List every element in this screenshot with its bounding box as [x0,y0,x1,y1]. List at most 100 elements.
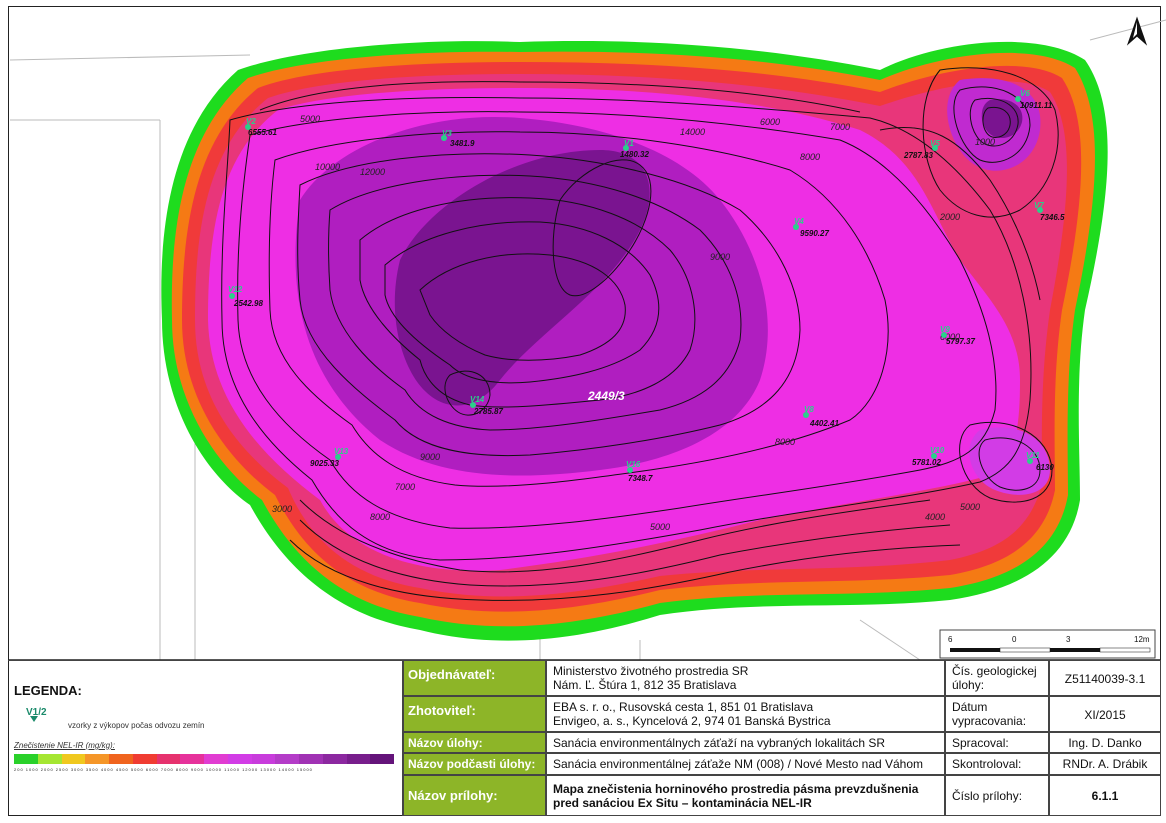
contour-label: 8000 [775,437,795,447]
value-cislo-prilohy: 6.1.1 [1049,775,1161,816]
key-datum: Dátum vypracovania: [945,696,1049,732]
svg-text:6555.61: 6555.61 [248,128,277,137]
ramp-swatch [227,754,252,764]
ramp-swatch [204,754,228,764]
legend-symbol-text: vzorky z výkopov počas odvozu zemín [68,721,205,730]
sample-point: V16 7348.7 [626,460,653,483]
sample-point: V2 6555.61 [245,117,277,137]
contour-label: 8000 [370,512,390,522]
svg-text:10911.11: 10911.11 [1020,101,1053,110]
contour-label: 9000 [420,452,440,462]
ramp-swatch [299,754,323,764]
svg-text:V9: V9 [940,325,950,334]
ramp-swatch [132,754,157,764]
north-arrow-icon [1126,16,1148,46]
ramp-swatch [370,754,394,764]
svg-text:V3: V3 [442,129,452,138]
legend-panel: LEGENDA: V1/2 vzorky z výkopov počas odv… [8,660,403,816]
svg-text:V8: V8 [804,405,814,414]
ramp-swatch [61,754,86,764]
key-skontroloval: Skontroloval: [945,753,1049,775]
svg-text:4402.41: 4402.41 [809,419,839,428]
sample-point: V7 7346.5 [1034,201,1065,222]
value-nazov-ulohy: Sanácia environmentálnych záťaží na vybr… [546,732,945,753]
svg-text:V11: V11 [1026,451,1040,460]
svg-text:9590.27: 9590.27 [800,229,829,238]
svg-text:3: 3 [1066,635,1071,644]
svg-text:V13: V13 [334,447,349,456]
svg-text:9025.33: 9025.33 [310,459,339,468]
svg-text:2542.98: 2542.98 [233,299,263,308]
contour-label: 7000 [395,482,415,492]
svg-text:V4: V4 [794,217,804,226]
contour-label: 4000 [925,512,945,522]
contour-label: 5000 [650,522,670,532]
ramp-swatch [251,754,276,764]
svg-text:7346.5: 7346.5 [1040,213,1065,222]
legend-ramp-labels: 200 1000 2000 2500 3000 3500 4000 4500 5… [14,767,313,772]
svg-text:3481.9: 3481.9 [450,139,475,148]
key-cislo-prilohy: Číslo prílohy: [945,775,1049,816]
svg-text:0: 0 [1012,635,1017,644]
ramp-swatch [37,754,62,764]
title-block: LEGENDA: V1/2 vzorky z výkopov počas odv… [8,660,1161,816]
svg-text:V16: V16 [626,460,641,469]
ramp-swatch [14,754,38,764]
key-geol-uloha: Čís. geologickej úlohy: [945,660,1049,696]
svg-text:V1: V1 [624,139,634,148]
value-skontroloval: RNDr. A. Drábik [1049,753,1161,775]
label-objednavatel: Objednávateľ: [403,660,546,696]
sample-point: V13 9025.33 [310,447,349,468]
svg-text:V10: V10 [930,446,945,455]
ramp-swatch [322,754,347,764]
svg-text:V2: V2 [246,117,256,126]
sample-point: V9 5797.37 [940,325,975,346]
contour-label: 10000 [315,162,340,172]
svg-text:V12: V12 [228,285,243,294]
svg-text:V14: V14 [470,395,485,404]
contour-label: 8000 [800,152,820,162]
sample-point: V14 2785.87 [470,395,503,416]
ramp-swatch [85,754,109,764]
sample-point: V11 6130 [1026,451,1054,472]
legend-sample-symbol: V1/2 [26,707,47,722]
svg-text:5781.02: 5781.02 [912,458,941,467]
value-datum: XI/2015 [1049,696,1161,732]
parcel-number: 2449/3 [587,389,625,403]
label-nazov-ulohy: Názov úlohy: [403,732,546,753]
label-nazov-podcasti: Názov podčasti úlohy: [403,753,546,775]
value-spracoval: Ing. D. Danko [1049,732,1161,753]
contamination-zones [161,41,1108,641]
svg-text:5797.37: 5797.37 [946,337,975,346]
contour-value-labels: 5000 10000 12000 14000 4000 6000 8000 70… [272,114,995,532]
contour-label: 3000 [272,504,292,514]
legend-color-ramp [14,754,394,764]
svg-text:V6: V6 [1020,89,1030,98]
ramp-swatch [275,754,299,764]
ramp-swatch [180,754,204,764]
svg-text:2787.83: 2787.83 [903,151,933,160]
svg-text:7348.7: 7348.7 [628,474,653,483]
contour-label: 6000 [760,117,780,127]
hotspot-ne-core [981,99,1023,138]
contour-label: 2000 [939,212,960,222]
svg-text:V5: V5 [930,139,940,148]
value-nazov-prilohy: Mapa znečistenia horninového prostredia … [546,775,945,816]
svg-text:1480.32: 1480.32 [620,150,649,159]
ramp-swatch [109,754,133,764]
contour-label: 1000 [975,137,995,147]
contour-label: 5000 [960,502,980,512]
value-nazov-podcasti: Sanácia environmentálnej záťaže NM (008)… [546,753,945,775]
contour-label: 12000 [360,167,385,177]
value-objednavatel: Ministerstvo životného prostredia SR Nám… [546,660,945,696]
legend-title: LEGENDA: [14,683,82,698]
sample-point: V5 2787.83 [903,139,940,160]
ramp-swatch [346,754,371,764]
legend-scale-title: Znečistenie NEL-IR (mg/kg): [14,741,115,750]
svg-text:2785.87: 2785.87 [473,407,503,416]
ramp-swatch [156,754,181,764]
svg-text:6130: 6130 [1036,463,1054,472]
contour-label: 5000 [300,114,320,124]
sample-point: V12 2542.98 [228,285,263,308]
